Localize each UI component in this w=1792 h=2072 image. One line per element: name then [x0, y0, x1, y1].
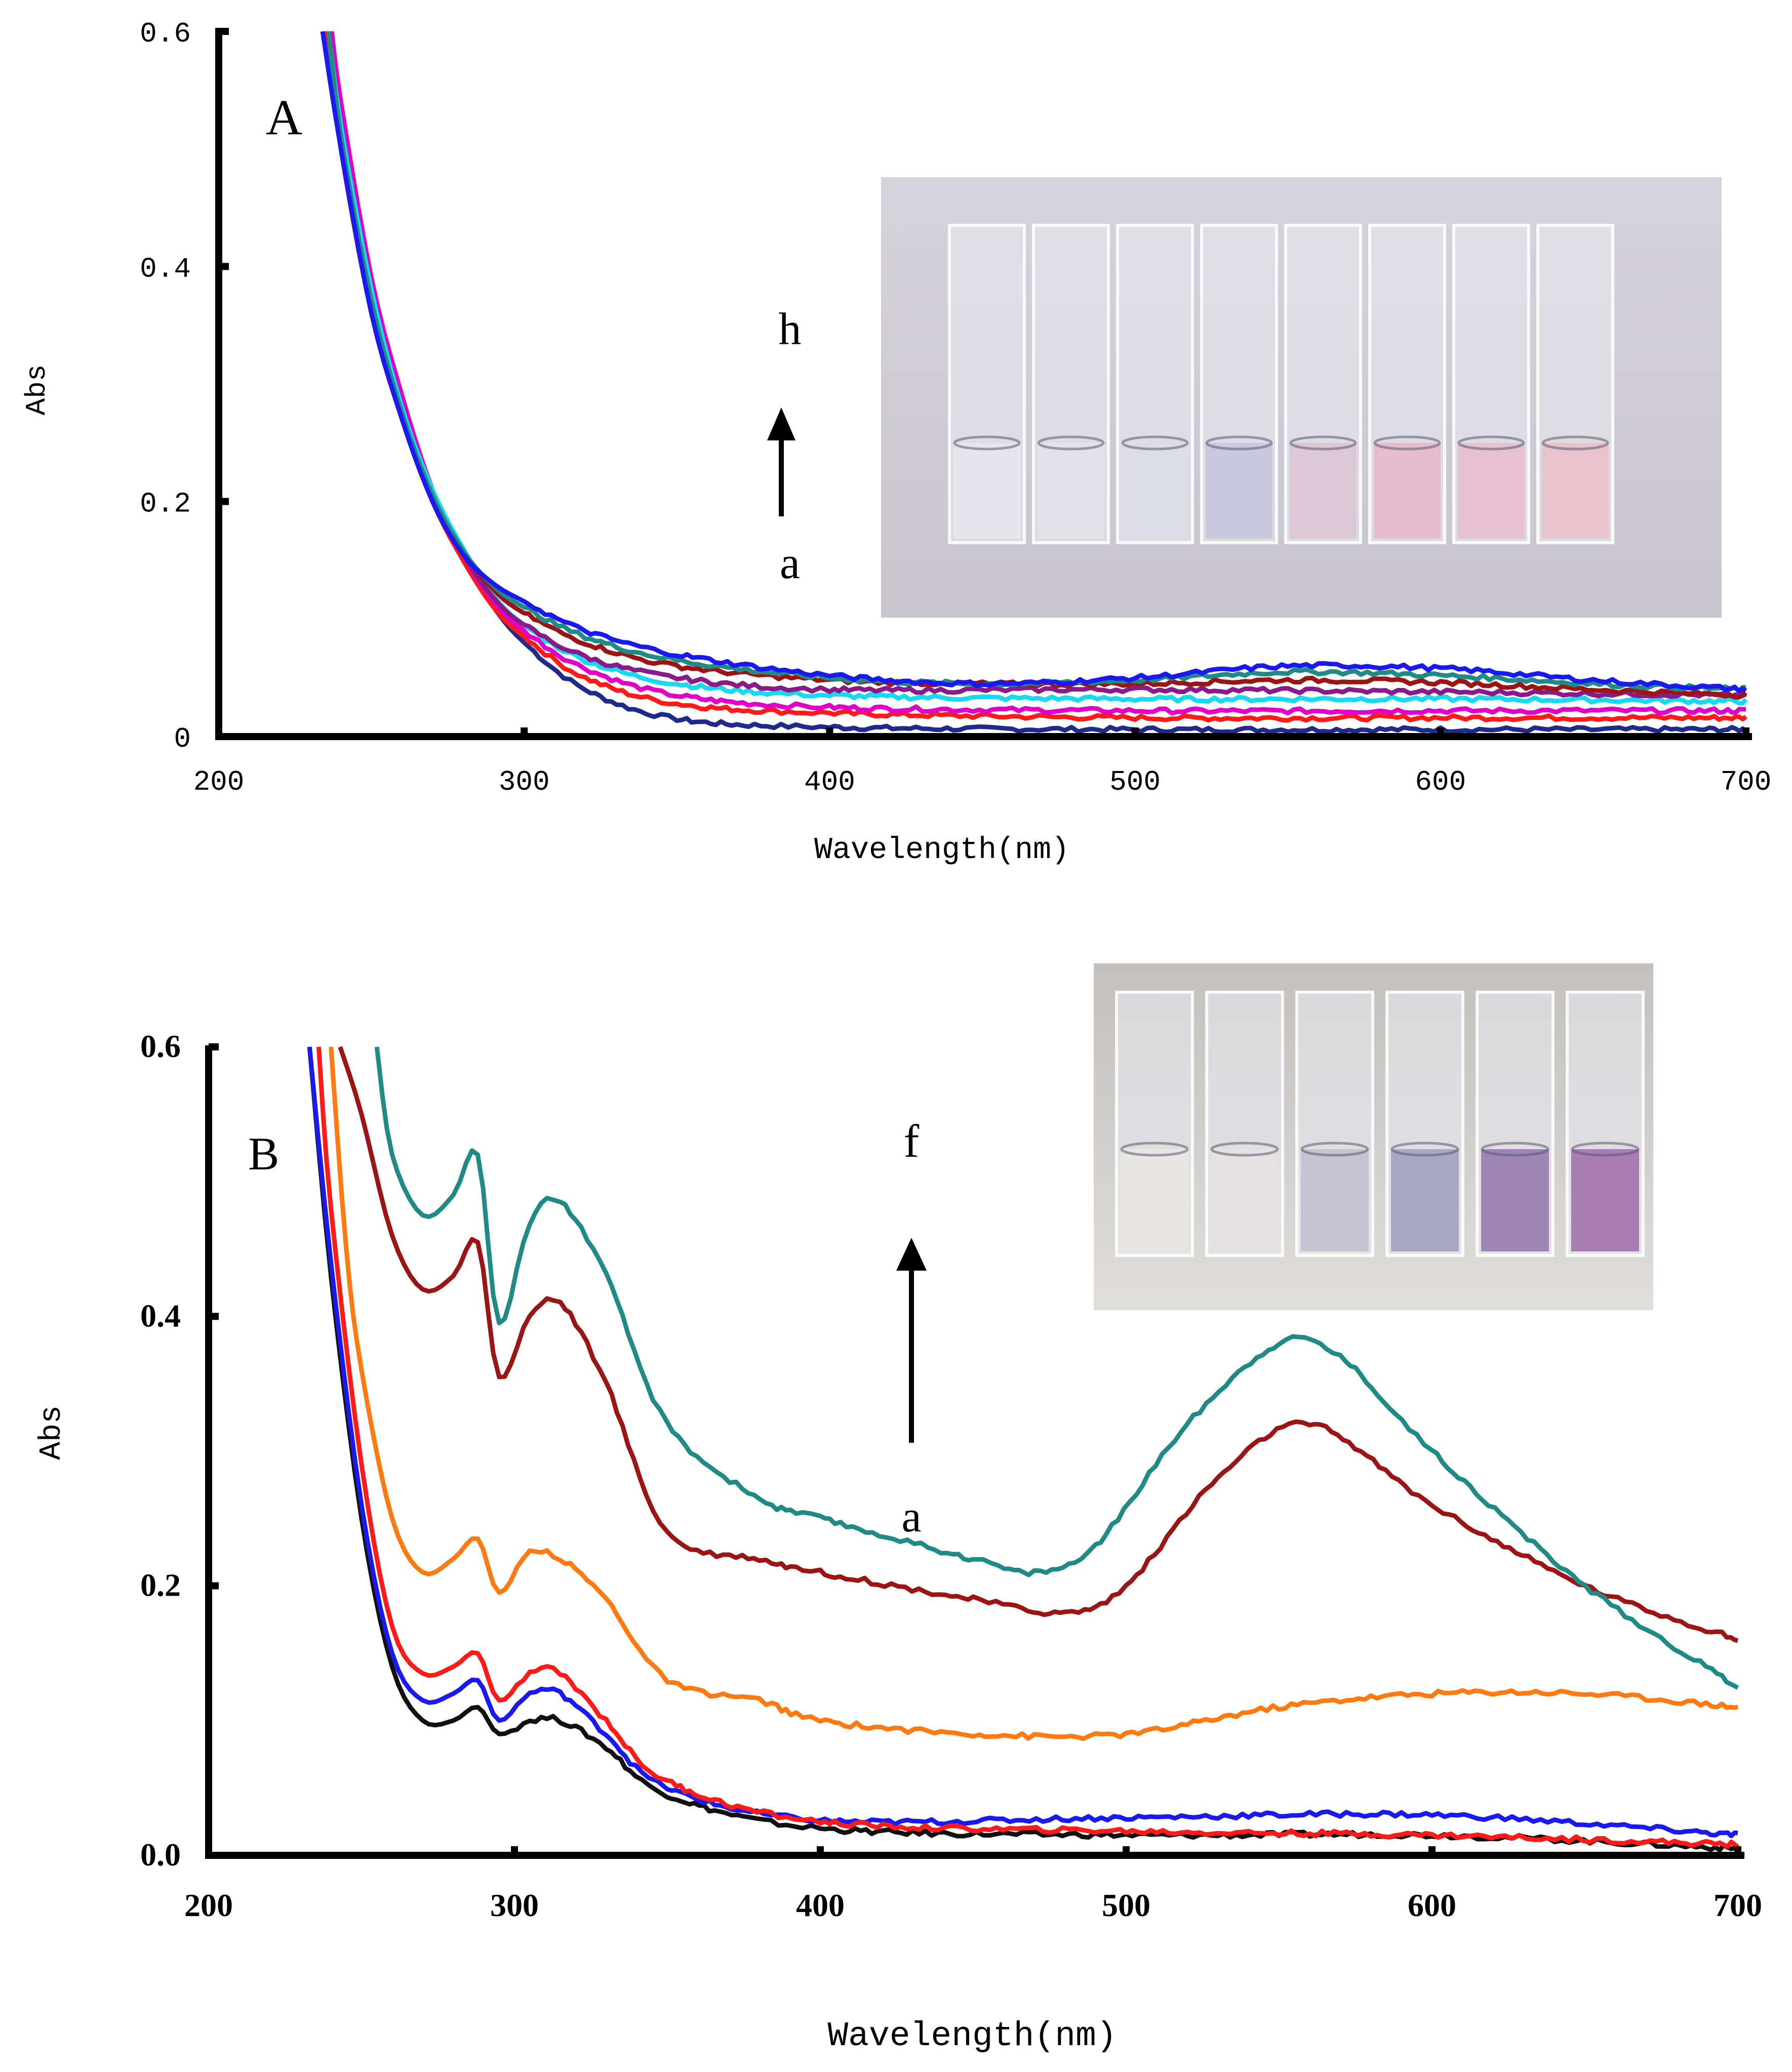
- arrow-bottom-label-b: a: [901, 1492, 921, 1541]
- cuvette-liquid: [1391, 1149, 1459, 1251]
- series-a: [323, 31, 1747, 735]
- cuvette-liquid: [1121, 1149, 1188, 1251]
- y-tick-label: 0.6: [140, 18, 191, 50]
- x-tick-label: 700: [1721, 766, 1772, 798]
- arrow-up-icon: [767, 408, 795, 440]
- meniscus: [1481, 1142, 1549, 1157]
- series-e: [338, 1046, 1738, 1643]
- x-tick-label: 400: [796, 1887, 845, 1923]
- cuvette-liquid: [1122, 443, 1188, 539]
- cuvette-liquid: [1211, 1149, 1279, 1251]
- panel-a: 200 300 400 500 600 700 0 0.2 0.4 0.6 A Abs Wavel…: [21, 18, 1771, 868]
- cuvette-liquid: [1290, 443, 1357, 539]
- x-tick-label: 500: [1102, 1887, 1150, 1923]
- plot-a-series: [320, 31, 1748, 735]
- x-tick-label: 600: [1408, 1887, 1456, 1923]
- cuvette-liquid: [1206, 443, 1272, 539]
- arrow-top-label-a: h: [779, 304, 802, 354]
- panel-label-a: A: [266, 89, 302, 145]
- meniscus: [1121, 435, 1189, 451]
- series-b: [323, 31, 1747, 723]
- series-h: [320, 31, 1747, 694]
- x-tick-label: 500: [1109, 766, 1161, 798]
- meniscus: [1390, 1142, 1459, 1157]
- meniscus: [1120, 1142, 1189, 1157]
- y-axis-title-b: Abs: [35, 1405, 69, 1460]
- inset-photo-b: [1094, 963, 1653, 1310]
- arrow-up-icon: [896, 1238, 927, 1271]
- ticks-b: 200 300 400 500 600 700 0.0 0.2 0.4 0.6: [140, 1028, 1762, 1923]
- x-tick-label: 300: [499, 766, 550, 798]
- x-tick-label: 600: [1415, 766, 1466, 798]
- y-tick-label: 0.4: [140, 1297, 181, 1333]
- y-tick-label: 0: [174, 723, 191, 755]
- series-d: [329, 1046, 1739, 1741]
- y-tick-label: 0.2: [140, 1567, 181, 1603]
- cuvette-liquid: [953, 443, 1020, 539]
- x-tick-label: 700: [1714, 1887, 1762, 1923]
- inset-photo-a: [881, 177, 1722, 618]
- meniscus: [1289, 435, 1357, 451]
- cuvettes-b: [1115, 991, 1645, 1257]
- cuvette-liquid: [1571, 1149, 1639, 1251]
- series-c: [316, 1046, 1739, 1849]
- x-tick-label: 300: [490, 1887, 539, 1923]
- cuvettes-a: [948, 224, 1614, 544]
- cuvette-liquid: [1458, 443, 1525, 539]
- cuvette-liquid: [1481, 1149, 1549, 1251]
- arrow-top-label-b: f: [904, 1115, 920, 1167]
- arrow-bottom-label-a: a: [780, 538, 800, 588]
- series-c: [329, 31, 1746, 716]
- panel-b: 200 300 400 500 600 700 0.0 0.2 0.4 0.6 B Abs Wav…: [35, 963, 1762, 2056]
- meniscus: [953, 435, 1021, 451]
- cuvette-liquid: [1374, 443, 1441, 539]
- meniscus: [1373, 435, 1441, 451]
- y-tick-label: 0.2: [140, 488, 191, 520]
- meniscus: [1541, 435, 1609, 451]
- meniscus: [1205, 435, 1273, 451]
- y-axis-title-a: Abs: [21, 364, 53, 416]
- panel-label-b: B: [248, 1128, 279, 1180]
- series-f: [374, 1046, 1739, 1690]
- y-tick-label: 0.4: [140, 253, 191, 285]
- meniscus: [1300, 1142, 1369, 1157]
- x-axis-title-a: Wavelength(nm): [814, 833, 1069, 868]
- cuvette-liquid: [1301, 1149, 1369, 1251]
- cuvette-liquid: [1542, 443, 1609, 539]
- x-tick-label: 200: [193, 766, 245, 798]
- series-b: [307, 1046, 1738, 1839]
- plot-b-series: [307, 1046, 1739, 1853]
- meniscus: [1210, 1142, 1279, 1157]
- meniscus: [1571, 1142, 1640, 1157]
- y-tick-label: 0.6: [140, 1028, 181, 1064]
- meniscus: [1037, 435, 1105, 451]
- ticks-a: 200 300 400 500 600 700 0 0.2 0.4 0.6: [140, 18, 1771, 798]
- x-tick-label: 200: [184, 1887, 233, 1923]
- x-axis-title-b: Wavelength(nm): [827, 2017, 1117, 2056]
- series-e: [326, 31, 1747, 699]
- x-tick-label: 400: [804, 766, 855, 798]
- meniscus: [1457, 435, 1525, 451]
- cuvette-liquid: [1038, 443, 1104, 539]
- y-tick-label: 0.0: [140, 1837, 181, 1873]
